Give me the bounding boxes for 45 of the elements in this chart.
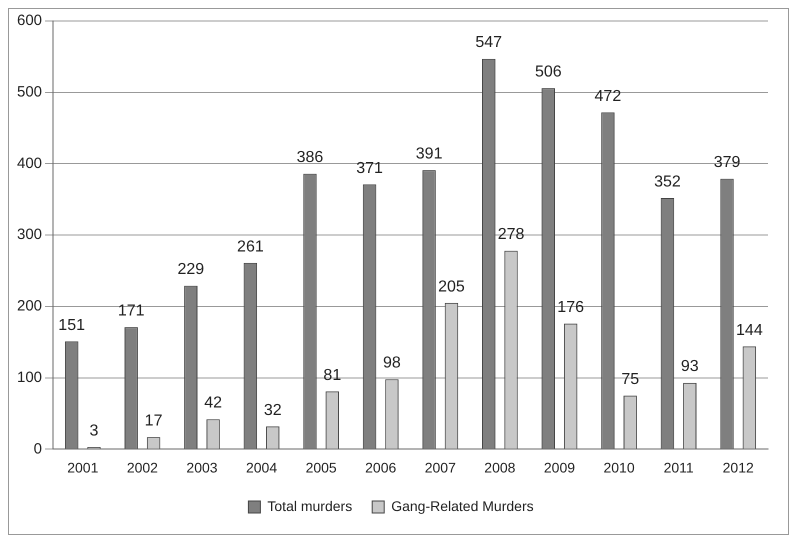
- x-tick-label: 2011: [664, 459, 694, 476]
- data-label: 93: [680, 358, 699, 376]
- data-label: 151: [58, 316, 86, 334]
- data-label: 176: [557, 299, 584, 316]
- data-label: 278: [498, 226, 524, 244]
- x-tick-label: 2004: [246, 459, 278, 476]
- x-tick-label: 2007: [424, 459, 456, 476]
- legend-label: Total murders: [267, 498, 352, 514]
- x-tick-label: 2010: [603, 459, 635, 476]
- data-label: 261: [237, 238, 264, 256]
- data-label: 391: [416, 146, 443, 163]
- data-label: 42: [204, 394, 222, 412]
- y-tick-label: 100: [16, 368, 42, 386]
- data-label: 3: [90, 422, 99, 440]
- x-tick-label: 2001: [67, 459, 99, 476]
- data-label: 506: [534, 63, 562, 80]
- data-label: 144: [736, 322, 763, 339]
- y-tick-label: 500: [16, 84, 42, 101]
- data-label: 32: [264, 402, 282, 419]
- data-label: 81: [323, 366, 342, 384]
- data-label: 171: [118, 302, 145, 320]
- x-tick-label: 2012: [722, 459, 754, 476]
- y-tick-label: 300: [16, 226, 42, 244]
- data-label: 371: [356, 160, 383, 177]
- data-label: 75: [621, 371, 640, 388]
- y-tick-label: 0: [34, 440, 42, 458]
- data-label: 379: [714, 154, 740, 172]
- x-tick-label: 2002: [126, 459, 158, 476]
- data-label: 472: [594, 88, 622, 105]
- data-label: 229: [177, 261, 204, 278]
- data-label: 547: [475, 34, 502, 52]
- data-label: 386: [296, 149, 324, 166]
- data-label: 17: [144, 412, 163, 430]
- data-label: 98: [382, 354, 401, 372]
- y-tick-label: 600: [16, 12, 42, 30]
- data-label: 205: [438, 278, 465, 296]
- legend-label: Gang-Related Murders: [391, 498, 534, 514]
- x-tick-label: 2009: [544, 459, 576, 476]
- x-tick-label: 2006: [365, 459, 397, 476]
- x-tick-label: 2003: [186, 459, 218, 476]
- x-tick-label: 2005: [306, 459, 337, 476]
- x-tick-label: 2008: [484, 459, 516, 476]
- data-label: 352: [654, 173, 681, 190]
- y-tick-label: 400: [16, 154, 42, 172]
- y-tick-label: 200: [16, 298, 42, 315]
